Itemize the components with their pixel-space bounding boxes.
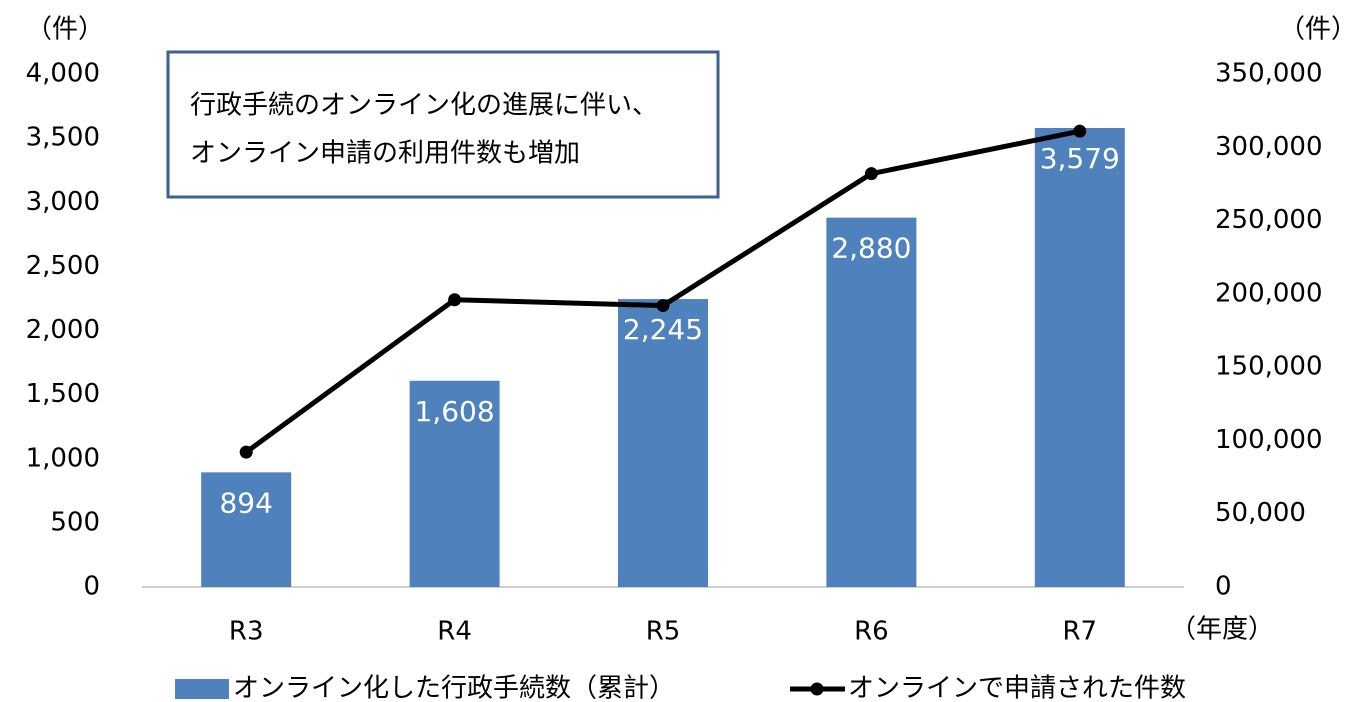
value-label: 1,608 xyxy=(415,395,495,428)
x-axis-unit: （年度） xyxy=(1170,615,1274,645)
value-label: 894 xyxy=(219,486,272,519)
bar xyxy=(409,380,500,587)
y-tick-label: 4,000 xyxy=(26,59,100,89)
y2-tick-label: 250,000 xyxy=(1215,205,1323,235)
x-tick-label: R6 xyxy=(854,617,889,647)
y-tick-label: 500 xyxy=(50,507,100,537)
y2-tick-label: 300,000 xyxy=(1215,132,1323,162)
y2-axis-unit: （件） xyxy=(1279,15,1357,45)
line-marker xyxy=(1073,124,1087,138)
legend-label: オンライン化した行政手続数（累計） xyxy=(233,674,675,702)
value-label: 2,880 xyxy=(831,232,911,265)
x-tick-label: R3 xyxy=(229,617,264,647)
line-marker xyxy=(239,445,253,459)
y2-tick-label: 350,000 xyxy=(1215,59,1323,89)
bar xyxy=(618,299,708,587)
line-marker xyxy=(448,293,462,307)
bar xyxy=(826,217,917,587)
y-tick-label: 2,500 xyxy=(26,251,100,281)
y2-tick-label: 200,000 xyxy=(1215,278,1323,308)
y-tick-label: 2,000 xyxy=(26,315,100,345)
legend-swatch xyxy=(175,679,229,699)
line-marker xyxy=(864,167,878,181)
bar xyxy=(201,472,292,587)
value-label: 2,245 xyxy=(623,313,703,346)
x-tick-label: R5 xyxy=(646,617,681,647)
y2-tick-label: 150,000 xyxy=(1215,352,1323,382)
annotation: オンライン申請の利用件数も増加 xyxy=(190,139,580,169)
y-tick-label: 1,500 xyxy=(26,379,100,409)
bar xyxy=(1034,127,1125,587)
legend-label: オンラインで申請された件数 xyxy=(848,674,1186,702)
value-label: 3,579 xyxy=(1040,142,1120,175)
y2-tick-label: 100,000 xyxy=(1215,425,1323,455)
line-marker xyxy=(656,299,670,313)
annotation-box xyxy=(166,50,720,199)
y-tick-label: 1,000 xyxy=(26,443,100,473)
legend-swatch xyxy=(810,682,824,696)
y2-tick-label: 0 xyxy=(1215,572,1232,602)
y2-tick-label: 50,000 xyxy=(1215,498,1306,528)
annotation: 行政手続のオンライン化の進展に伴い、 xyxy=(190,91,658,121)
y-axis-unit: （件） xyxy=(26,15,104,45)
y-tick-label: 0 xyxy=(83,572,100,602)
x-tick-label: R4 xyxy=(437,617,472,647)
y-tick-label: 3,500 xyxy=(26,123,100,153)
y-tick-label: 3,000 xyxy=(26,187,100,217)
x-tick-label: R7 xyxy=(1062,617,1097,647)
